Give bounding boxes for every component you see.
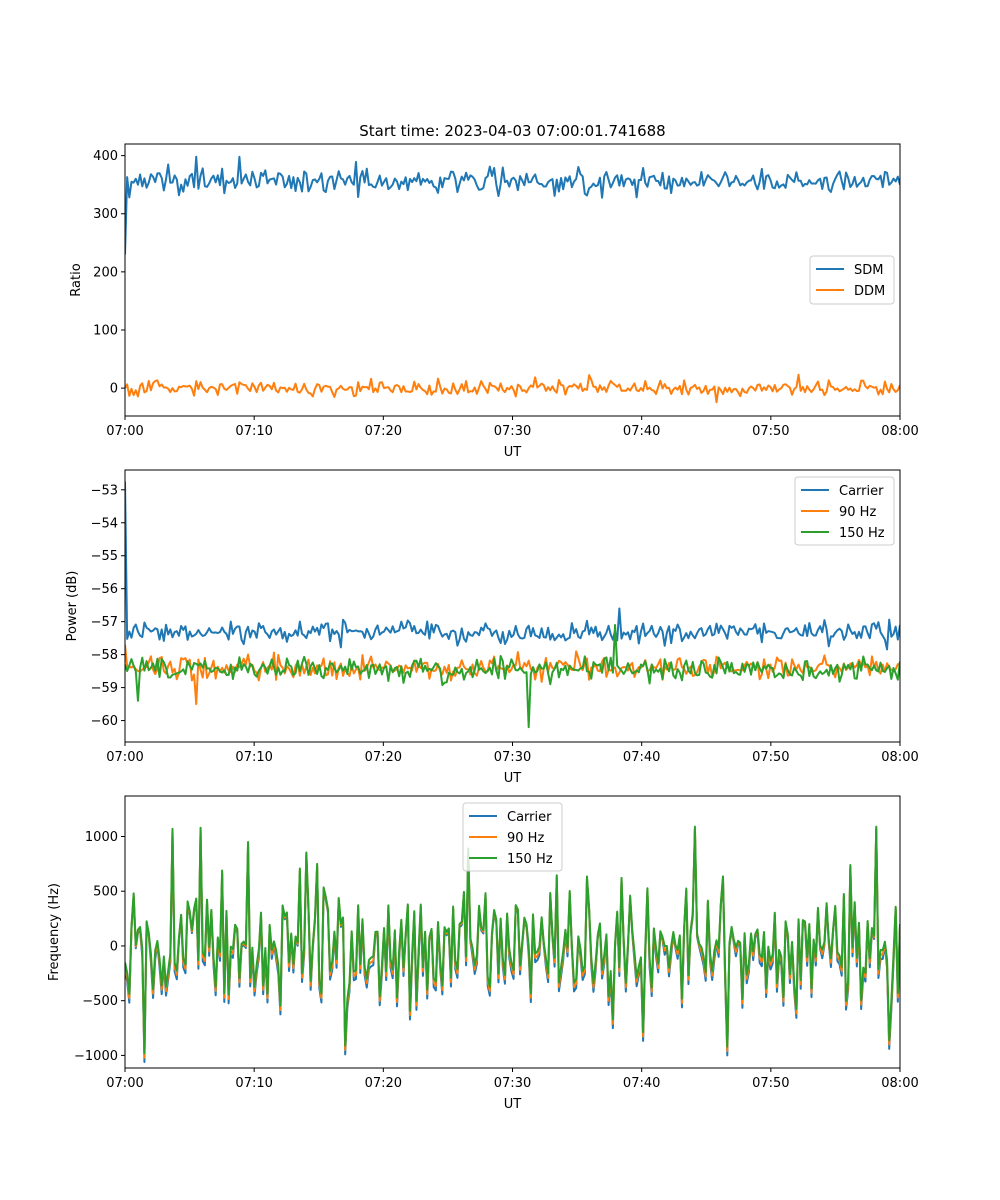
- x-tick-label: 07:40: [623, 424, 660, 439]
- frequency-series: [125, 825, 900, 1063]
- x-tick-label: 07:40: [623, 1076, 660, 1091]
- legend-box: [794, 476, 895, 546]
- x-tick-label: 07:50: [752, 750, 789, 765]
- ratio-series: [125, 155, 900, 404]
- legend-label-carrier: Carrier: [839, 484, 884, 499]
- frequency-ticks: 07:00 07:10 07:20 07:30 07:40 07:50 08:00 1000 5…: [74, 830, 919, 1091]
- series-line-150-hz: [125, 623, 900, 729]
- power-legend: Carrier 90 Hz 150 Hz: [794, 476, 895, 546]
- frequency-x-axis-label: UT: [504, 1097, 522, 1112]
- x-tick-label: 07:20: [365, 1076, 402, 1091]
- x-tick-label: 07:20: [365, 424, 402, 439]
- y-tick-label: −58: [91, 648, 118, 663]
- x-tick-label: 07:10: [235, 1076, 272, 1091]
- power-y-axis-label: Power (dB): [65, 571, 80, 642]
- power-panel: 07:00 07:10 07:20 07:30 07:40 07:50 08:00 −53 −5…: [65, 469, 919, 786]
- y-tick-label: 500: [93, 885, 118, 900]
- legend-box: [462, 802, 563, 872]
- frequency-legend: Carrier 90 Hz 150 Hz: [462, 802, 563, 872]
- x-tick-label: 07:00: [106, 424, 143, 439]
- x-tick-label: 07:30: [494, 424, 531, 439]
- x-tick-label: 08:00: [881, 750, 918, 765]
- x-tick-label: 07:40: [623, 750, 660, 765]
- frequency-panel: 07:00 07:10 07:20 07:30 07:40 07:50 08:00 1000 5…: [47, 795, 919, 1112]
- y-tick-label: −57: [91, 615, 118, 630]
- legend-label-150-hz: 150 Hz: [507, 852, 553, 867]
- y-tick-label: −53: [91, 483, 118, 498]
- y-tick-label: −56: [91, 582, 118, 597]
- figure-title: Start time: 2023-04-03 07:00:01.741688: [359, 122, 665, 140]
- series-line-sdm: [125, 155, 900, 255]
- power-plot-frame: [124, 469, 901, 743]
- x-tick-label: 07:50: [752, 1076, 789, 1091]
- ratio-plot-frame: [124, 143, 901, 417]
- legend-label-150-hz: 150 Hz: [839, 526, 885, 541]
- y-tick-label: 1000: [85, 830, 118, 845]
- y-tick-label: −55: [91, 549, 118, 564]
- y-tick-label: 100: [93, 323, 118, 338]
- x-tick-label: 07:30: [494, 750, 531, 765]
- y-tick-label: 400: [93, 149, 118, 164]
- legend-label-90-hz: 90 Hz: [507, 831, 544, 846]
- y-tick-label: 200: [93, 265, 118, 280]
- x-tick-label: 07:30: [494, 1076, 531, 1091]
- y-tick-label: −54: [91, 516, 118, 531]
- power-ticks: 07:00 07:10 07:20 07:30 07:40 07:50 08:00 −53 −5…: [91, 483, 919, 765]
- x-tick-label: 08:00: [881, 1076, 918, 1091]
- ratio-ticks: 07:00 07:10 07:20 07:30 07:40 07:50 08:00 0 100 2…: [93, 149, 919, 439]
- ratio-legend: SDM DDM: [809, 255, 895, 305]
- ratio-panel: 07:00 07:10 07:20 07:30 07:40 07:50 08:00 0 100 2…: [69, 143, 919, 460]
- power-x-axis-label: UT: [504, 771, 522, 786]
- y-tick-label: −60: [91, 714, 118, 729]
- series-line-carrier: [125, 481, 900, 651]
- y-tick-label: 0: [110, 382, 118, 397]
- frequency-y-axis-label: Frequency (Hz): [47, 883, 62, 981]
- y-tick-label: 300: [93, 207, 118, 222]
- x-tick-label: 07:00: [106, 1076, 143, 1091]
- legend-label-90-hz: 90 Hz: [839, 505, 876, 520]
- ratio-x-axis-label: UT: [504, 445, 522, 460]
- legend-label-ddm: DDM: [854, 284, 885, 299]
- series-line-150-hz: [125, 825, 900, 1055]
- frequency-plot-frame: [124, 795, 901, 1069]
- legend-label-sdm: SDM: [854, 263, 883, 278]
- x-tick-label: 07:10: [235, 750, 272, 765]
- y-tick-label: −500: [82, 994, 118, 1009]
- series-line-ddm: [125, 373, 900, 404]
- x-tick-label: 07:00: [106, 750, 143, 765]
- power-series: [125, 481, 900, 729]
- y-tick-label: −59: [91, 681, 118, 696]
- x-tick-label: 07:20: [365, 750, 402, 765]
- x-tick-label: 07:50: [752, 424, 789, 439]
- x-tick-label: 07:10: [235, 424, 272, 439]
- y-tick-label: −1000: [74, 1049, 118, 1064]
- ratio-y-axis-label: Ratio: [69, 263, 84, 296]
- y-tick-label: 0: [110, 939, 118, 954]
- x-tick-label: 08:00: [881, 424, 918, 439]
- legend-label-carrier: Carrier: [507, 810, 552, 825]
